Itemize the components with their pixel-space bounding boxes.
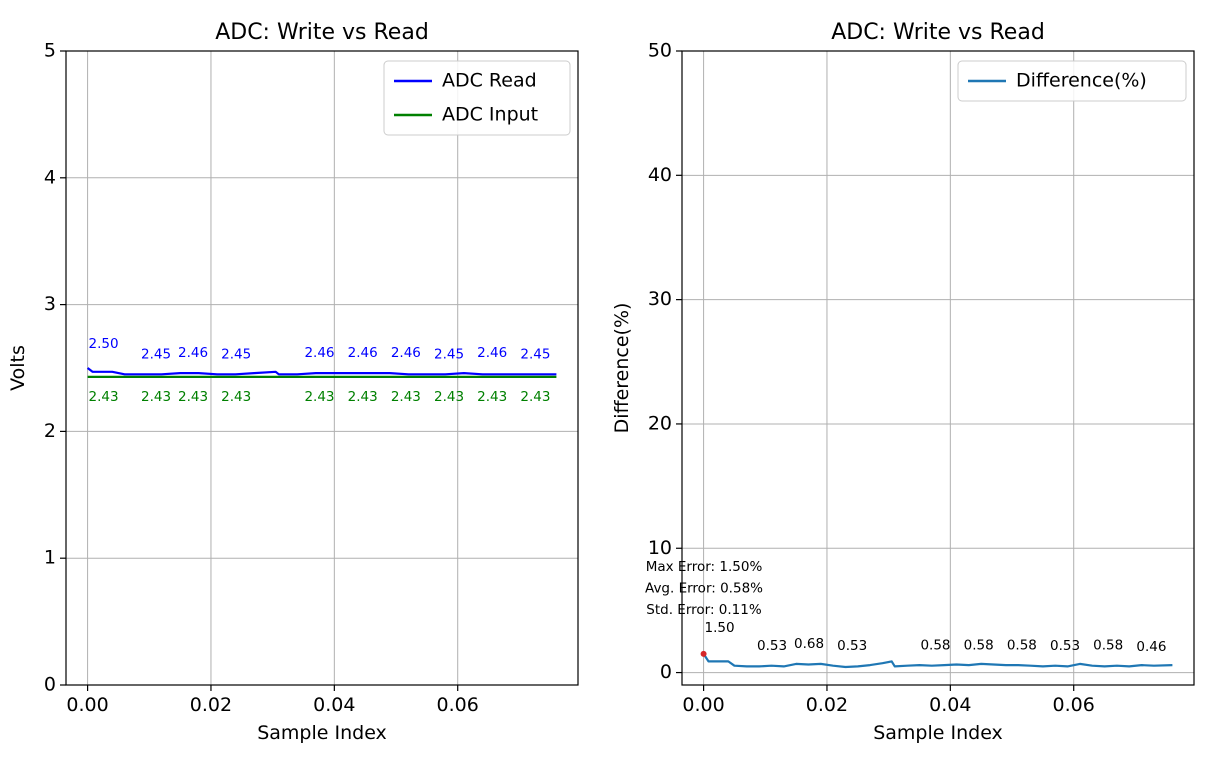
data-label: 2.50 (89, 336, 119, 352)
data-label: 0.58 (920, 637, 950, 653)
x-axis-label: Sample Index (873, 722, 1003, 744)
y-axis-label: Volts (7, 345, 29, 391)
data-label: 0.58 (1093, 637, 1123, 653)
y-tick-label: 3 (44, 293, 56, 315)
x-tick-label: 0.02 (190, 694, 232, 716)
series-line-1 (86, 367, 557, 376)
legend-box (957, 60, 1187, 102)
stats-text: Max Error: 1.50% (646, 559, 763, 575)
data-label: 0.58 (964, 637, 994, 653)
y-tick-label: 0 (660, 661, 672, 683)
data-label: 2.46 (348, 345, 378, 361)
data-label: 2.43 (434, 389, 464, 405)
y-tick-label: 5 (44, 40, 56, 62)
legend-label: ADC Read (442, 70, 537, 92)
data-label: 2.43 (221, 389, 251, 405)
series-line-1 (702, 653, 1173, 669)
x-tick-label: 0.00 (682, 694, 724, 716)
legend: Difference(%) (957, 60, 1187, 102)
y-tick-label: 2 (44, 420, 56, 442)
data-label: 0.53 (837, 638, 867, 654)
stats-text: Avg. Error: 0.58% (645, 581, 763, 597)
legend-label: ADC Input (442, 104, 538, 126)
y-tick-label: 50 (648, 40, 672, 62)
data-label: 0.58 (1007, 637, 1037, 653)
data-label: 2.45 (141, 346, 171, 362)
data-label: 0.46 (1136, 639, 1166, 655)
data-label: 2.46 (178, 345, 208, 361)
data-label: 2.43 (477, 389, 507, 405)
data-label: 2.46 (477, 345, 507, 361)
x-tick-label: 0.04 (929, 694, 971, 716)
data-label: 2.46 (304, 345, 334, 361)
data-label: 2.43 (304, 389, 334, 405)
data-label: 2.43 (348, 389, 378, 405)
y-tick-label: 10 (648, 537, 672, 559)
x-tick-label: 0.02 (806, 694, 848, 716)
data-label: 2.46 (391, 345, 421, 361)
data-label: 2.45 (434, 346, 464, 362)
y-tick-label: 20 (648, 412, 672, 434)
data-label: 0.53 (757, 638, 787, 654)
data-label: 2.43 (178, 389, 208, 405)
chart-2: 1.50 0.53 0.68 0.53 0.58 0.58 0.58 0.53 0.58 0.46… (611, 20, 1195, 744)
legend-label: Difference(%) (1016, 70, 1147, 92)
max-error-marker (700, 650, 707, 657)
axes-frame (65, 50, 579, 686)
y-tick-label: 30 (648, 288, 672, 310)
stats-text: Std. Error: 0.11% (646, 602, 762, 618)
y-axis-label: Difference(%) (611, 303, 633, 434)
data-label: 2.43 (520, 389, 550, 405)
data-label: 2.43 (89, 389, 119, 405)
x-tick-label: 0.04 (313, 694, 355, 716)
data-label: 2.43 (141, 389, 171, 405)
axes-frame (681, 50, 1195, 686)
chart-1: 2.50 2.45 2.46 2.45 2.46 2.46 2.46 2.45 2.46 2.45… (7, 20, 579, 744)
legend-box (383, 60, 571, 136)
y-tick-label: 1 (44, 547, 56, 569)
y-tick-label: 0 (44, 674, 56, 696)
x-tick-label: 0.00 (66, 694, 108, 716)
chart-title: ADC: Write vs Read (831, 20, 1045, 45)
data-label: 2.43 (391, 389, 421, 405)
x-axis-label: Sample Index (257, 722, 387, 744)
chart-title: ADC: Write vs Read (215, 20, 429, 45)
legend: ADC Read ADC Input (383, 60, 571, 136)
data-label: 2.45 (520, 346, 550, 362)
x-tick-label: 0.06 (437, 694, 479, 716)
x-tick-label: 0.06 (1053, 694, 1095, 716)
data-label: 0.68 (794, 636, 824, 652)
y-tick-label: 4 (44, 166, 56, 188)
y-tick-label: 40 (648, 164, 672, 186)
data-label: 0.53 (1050, 638, 1080, 654)
data-label: 2.45 (221, 346, 251, 362)
data-label: 1.50 (705, 620, 735, 636)
